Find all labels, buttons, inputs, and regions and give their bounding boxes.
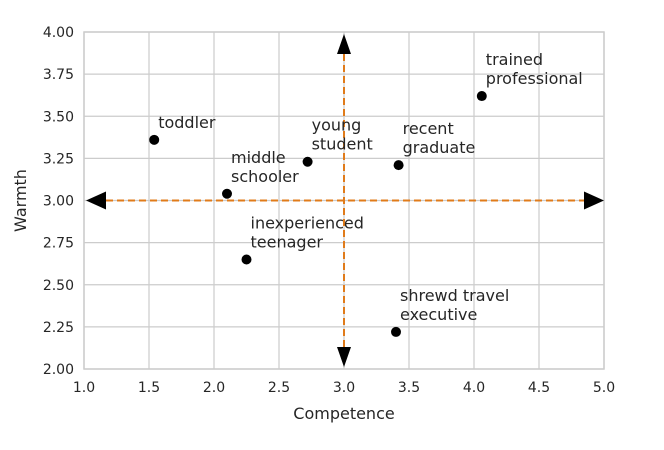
x-tick-label: 3.0 (333, 380, 355, 396)
point-label-line: recent (403, 119, 454, 138)
quadrant-guides (86, 34, 604, 367)
point-label-line: schooler (231, 167, 299, 186)
point-label: inexperienced teenager (251, 213, 364, 251)
point-label: shrewd travel executive (400, 286, 509, 324)
bottom-arrowhead (337, 347, 351, 367)
x-tick-label: 2.0 (203, 380, 225, 396)
point-label-line: shrewd travel (400, 286, 509, 305)
point-label-line: professional (486, 69, 583, 88)
y-axis-label: Warmth (11, 169, 30, 232)
data-point (149, 134, 160, 145)
y-tick-label: 2.25 (43, 320, 74, 336)
point-label: trained professional (486, 50, 583, 88)
data-point (476, 91, 487, 102)
x-tick-label: 1.5 (138, 380, 160, 396)
top-arrowhead (337, 34, 351, 54)
y-tick-label: 3.75 (43, 67, 74, 83)
y-tick-label: 2.50 (43, 278, 74, 294)
point-label-line: student (312, 135, 373, 154)
point-label-line: teenager (251, 232, 324, 251)
point-label: recent graduate (403, 119, 476, 157)
y-tick-label: 3.25 (43, 151, 74, 167)
point-label: middle schooler (231, 148, 299, 186)
point-label-line: executive (400, 305, 477, 324)
x-tick-label: 4.0 (463, 380, 485, 396)
point-label: young student (312, 116, 373, 154)
x-axis-label: Competence (293, 404, 394, 423)
x-axis-ticks: 1.0 1.5 2.0 2.5 3.0 3.5 4.0 4.5 5.0 (73, 380, 615, 396)
x-tick-label: 3.5 (398, 380, 420, 396)
y-tick-label: 4.00 (43, 25, 74, 41)
point-label-line: young (312, 116, 362, 135)
point-label: toddler (158, 113, 216, 132)
data-point (222, 188, 232, 199)
y-tick-label: 2.75 (43, 236, 74, 252)
x-tick-label: 2.5 (268, 380, 290, 396)
point-label-line: middle (231, 148, 286, 167)
y-tick-label: 3.50 (43, 109, 74, 125)
point-label-line: graduate (403, 138, 476, 157)
x-tick-label: 5.0 (593, 380, 615, 396)
y-axis-ticks: 2.00 2.25 2.50 2.75 3.00 3.25 3.50 3.75 4.00 (43, 25, 74, 378)
data-point (241, 254, 252, 265)
left-arrowhead (86, 191, 106, 210)
right-arrowhead (584, 191, 604, 210)
y-tick-label: 2.00 (43, 362, 74, 378)
data-points: toddler middle schooler young student recent g… (149, 50, 583, 337)
data-point (391, 326, 401, 337)
data-point (302, 156, 313, 167)
data-point (393, 160, 404, 171)
x-tick-label: 1.0 (73, 380, 95, 396)
point-label-line: toddler (158, 113, 216, 132)
x-tick-label: 4.5 (528, 380, 550, 396)
y-tick-label: 3.00 (43, 194, 74, 210)
point-label-line: inexperienced (251, 213, 364, 232)
point-label-line: trained (486, 50, 543, 69)
